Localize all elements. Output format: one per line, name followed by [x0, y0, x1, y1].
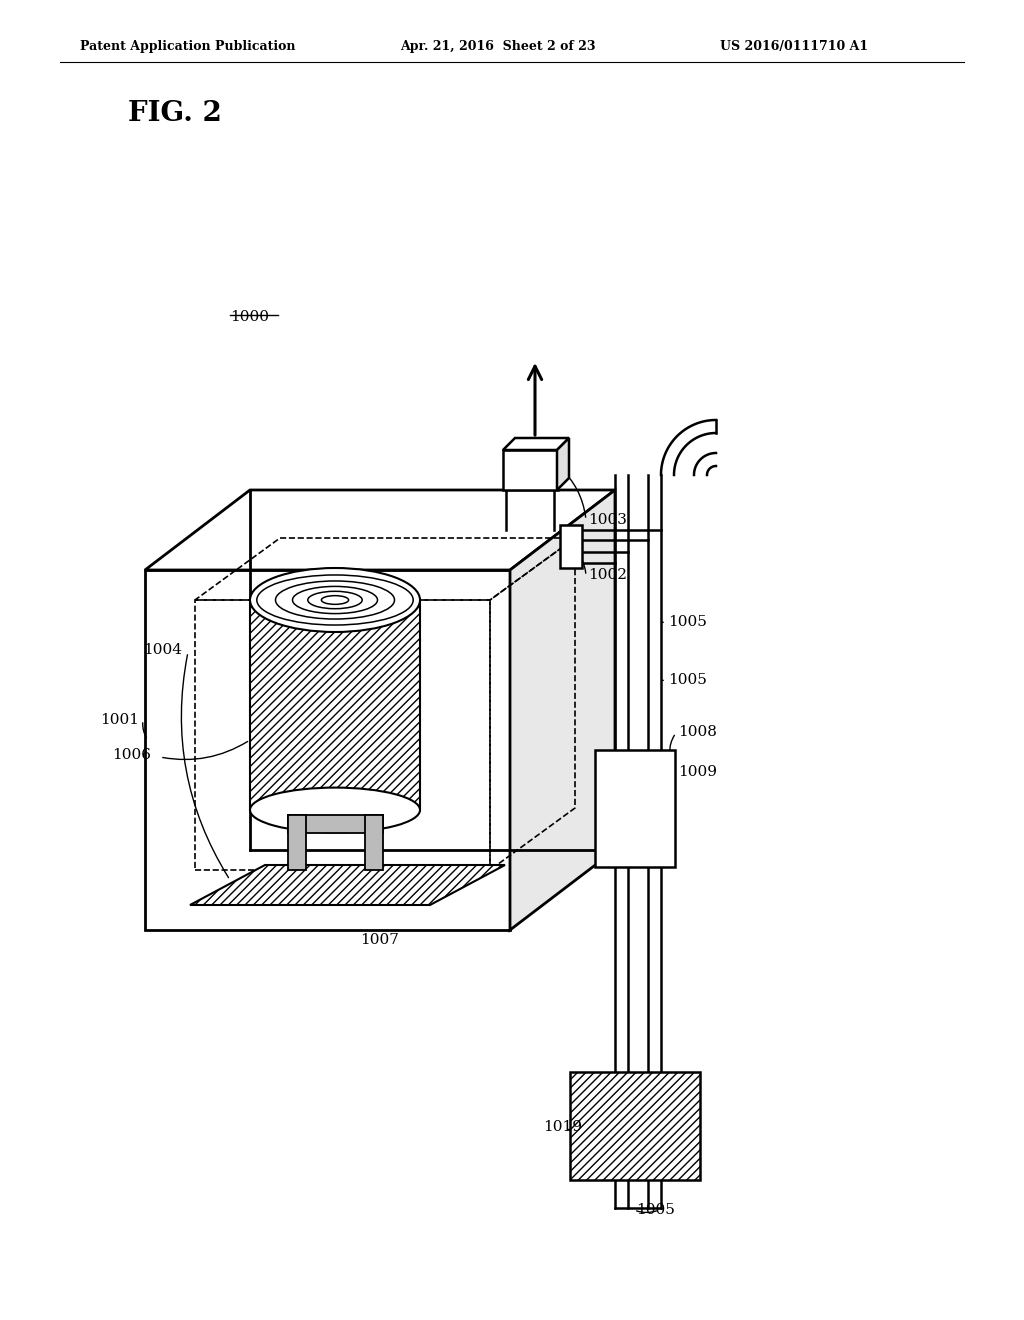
- Text: US 2016/0111710 A1: US 2016/0111710 A1: [720, 40, 868, 53]
- Bar: [570, 1072, 700, 1180]
- Bar: [595, 750, 675, 867]
- Bar: [560, 525, 582, 568]
- Bar: [250, 601, 420, 810]
- Text: 1007: 1007: [360, 933, 399, 946]
- Polygon shape: [557, 438, 569, 490]
- Text: 1008: 1008: [678, 725, 717, 739]
- Text: 1019: 1019: [543, 1119, 582, 1134]
- Text: 1005: 1005: [668, 673, 707, 686]
- Ellipse shape: [250, 788, 420, 833]
- Text: 1009: 1009: [678, 766, 717, 779]
- Text: 1006: 1006: [112, 748, 151, 762]
- Text: 1005: 1005: [636, 1203, 675, 1217]
- Text: 1005: 1005: [668, 615, 707, 630]
- Ellipse shape: [250, 568, 420, 632]
- Bar: [288, 814, 306, 870]
- Polygon shape: [145, 490, 615, 570]
- Polygon shape: [145, 570, 510, 931]
- Bar: [288, 814, 383, 833]
- Text: Apr. 21, 2016  Sheet 2 of 23: Apr. 21, 2016 Sheet 2 of 23: [400, 40, 596, 53]
- Text: 1001: 1001: [100, 713, 139, 727]
- Text: FIG. 2: FIG. 2: [128, 100, 222, 127]
- Text: 1000: 1000: [230, 310, 269, 323]
- Polygon shape: [510, 490, 615, 931]
- Text: Patent Application Publication: Patent Application Publication: [80, 40, 296, 53]
- Bar: [503, 450, 558, 490]
- Text: 1004: 1004: [143, 643, 182, 657]
- Bar: [365, 814, 383, 870]
- Polygon shape: [503, 438, 569, 450]
- Text: 1003: 1003: [588, 513, 627, 527]
- Polygon shape: [190, 865, 505, 906]
- Text: 1002: 1002: [588, 568, 627, 582]
